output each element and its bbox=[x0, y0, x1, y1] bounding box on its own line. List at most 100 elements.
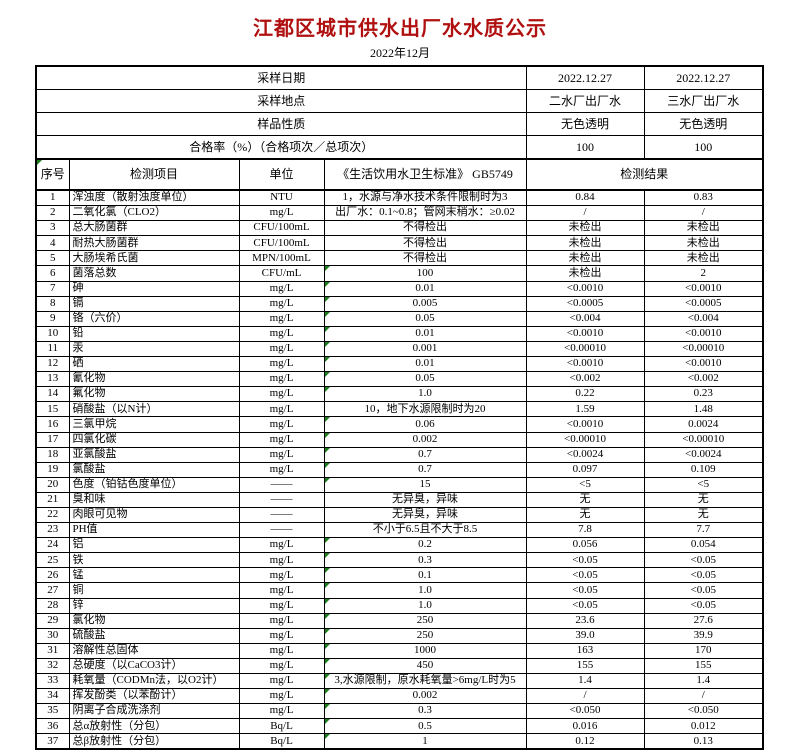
result-plant2: / bbox=[525, 688, 645, 705]
test-item: 氟化物 bbox=[68, 386, 240, 403]
excel-marker bbox=[325, 674, 330, 679]
unit: mg/L bbox=[238, 642, 325, 659]
standard-limit: 0.01 bbox=[323, 325, 527, 342]
result-plant2: <0.0010 bbox=[525, 356, 645, 373]
excel-marker bbox=[325, 282, 330, 287]
standard-limit: 0.002 bbox=[323, 431, 527, 448]
standard-limit-value: 0.05 bbox=[415, 372, 435, 385]
table-row: 17 四氯化碳 mg/L 0.002 <0.00010 <0.00010 bbox=[35, 431, 764, 448]
result-plant3: 未检出 bbox=[643, 250, 764, 267]
row-number: 9 bbox=[35, 310, 70, 327]
test-item: 大肠埃希氏菌 bbox=[68, 250, 240, 267]
test-item: 汞 bbox=[68, 340, 240, 358]
table-row: 3 总大肠菌群 CFU/100mL 不得检出 未检出 未检出 bbox=[35, 220, 764, 237]
result-plant3: <5 bbox=[643, 476, 764, 493]
excel-marker bbox=[325, 719, 330, 725]
col-header-item: 检测项目 bbox=[68, 158, 240, 191]
unit: mg/L bbox=[238, 552, 325, 569]
standard-limit-value: 1000 bbox=[414, 644, 436, 657]
standard-limit-value: 1，水源与净水技术条件限制时为3 bbox=[342, 191, 508, 204]
unit: mg/L bbox=[238, 386, 325, 403]
info-row: 样品性质 无色透明 无色透明 bbox=[35, 112, 764, 136]
unit: NTU bbox=[238, 189, 325, 207]
table-row: 30 硫酸盐 mg/L 250 39.0 39.9 bbox=[35, 627, 764, 644]
result-plant3: 0.0024 bbox=[643, 416, 764, 433]
standard-limit-value: 0.01 bbox=[415, 357, 435, 370]
excel-marker bbox=[325, 659, 330, 664]
table-row: 2 二氧化氯（CLO2） mg/L 出厂水：0.1~0.8；管网末稍水：≥0.02 // bbox=[35, 205, 764, 222]
excel-marker bbox=[325, 417, 330, 423]
excel-marker bbox=[325, 463, 330, 468]
standard-limit: 不得检出 bbox=[323, 220, 527, 237]
table-row: 4 耐热大肠菌群 CFU/100mL 不得检出 未检出 未检出 bbox=[35, 235, 764, 252]
test-item: 硒 bbox=[68, 356, 240, 373]
standard-limit: 450 bbox=[323, 657, 527, 675]
excel-marker bbox=[325, 568, 330, 574]
standard-limit-value: 15 bbox=[419, 478, 431, 491]
standard-limit-value: 1.0 bbox=[418, 598, 432, 611]
result-plant2: <0.05 bbox=[525, 582, 645, 599]
result-plant3: <0.0010 bbox=[643, 356, 764, 373]
standard-limit: 0.01 bbox=[323, 356, 527, 373]
col-header-unit: 单位 bbox=[238, 158, 325, 191]
results-section: 1 浑浊度（散射浊度单位） NTU 1，水源与净水技术条件限制时为3 0.84 0.83 2… bbox=[35, 189, 764, 750]
info-row: 采样日期 2022.12.27 2022.12.27 bbox=[35, 65, 764, 90]
standard-limit: 0.06 bbox=[323, 416, 527, 433]
result-plant2: 7.8 bbox=[525, 522, 645, 539]
sample-info-section: 采样日期 2022.12.27 2022.12.27 采样地点 二水厂出厂水 三水厂出厂水… bbox=[35, 65, 764, 160]
table-row: 29 氯化物 mg/L 250 23.6 27.6 bbox=[35, 612, 764, 629]
table-row: 33 耗氧量（CODMn法，以O2计） mg/L 3,水源限制，原水耗氧量>6mg/L… bbox=[35, 672, 764, 690]
test-item: 砷 bbox=[68, 280, 240, 297]
standard-limit-value: 0.7 bbox=[418, 462, 432, 475]
standard-limit: 0.5 bbox=[323, 718, 527, 735]
test-item: 二氧化氯（CLO2） bbox=[68, 205, 240, 222]
result-plant3: <0.004 bbox=[643, 310, 764, 327]
standard-limit: 0.7 bbox=[323, 461, 527, 478]
result-plant3: 39.9 bbox=[643, 627, 764, 644]
standard-limit: 不得检出 bbox=[323, 235, 527, 252]
water-quality-table: 采样日期 2022.12.27 2022.12.27 采样地点 二水厂出厂水 三水厂出厂水… bbox=[35, 65, 765, 750]
standard-limit-value: 250 bbox=[416, 628, 434, 641]
result-plant3: / bbox=[643, 688, 764, 705]
result-plant3: 7.7 bbox=[643, 522, 764, 539]
standard-limit: 无异臭，异味 bbox=[323, 506, 527, 524]
unit: mg/L bbox=[238, 401, 325, 418]
table-row: 11 汞 mg/L 0.001 <0.00010 <0.00010 bbox=[35, 340, 764, 358]
standard-limit: 不得检出 bbox=[323, 250, 527, 267]
standard-limit-value: 无异臭，异味 bbox=[392, 508, 458, 521]
table-row: 24 铝 mg/L 0.2 0.056 0.054 bbox=[35, 537, 764, 554]
test-item: 氯化物 bbox=[68, 612, 240, 629]
row-number: 10 bbox=[35, 325, 70, 342]
result-plant2: 0.056 bbox=[525, 537, 645, 554]
table-row: 31 溶解性总固体 mg/L 1000 163 170 bbox=[35, 642, 764, 659]
excel-marker bbox=[325, 644, 330, 649]
table-row: 5 大肠埃希氏菌 MPN/100mL 不得检出 未检出 未检出 bbox=[35, 250, 764, 267]
standard-limit: 10，地下水源限制时为20 bbox=[323, 401, 527, 418]
standard-limit: 1.0 bbox=[323, 386, 527, 403]
result-plant3: <0.05 bbox=[643, 552, 764, 569]
unit: mg/L bbox=[238, 280, 325, 297]
result-plant2: 无 bbox=[525, 506, 645, 524]
info-label: 采样日期 bbox=[35, 65, 527, 90]
standard-limit-value: 1 bbox=[422, 734, 428, 747]
unit: mg/L bbox=[238, 295, 325, 312]
info-value-plant2: 100 bbox=[525, 135, 645, 160]
standard-limit-value: 0.05 bbox=[415, 312, 435, 325]
result-plant2: <0.05 bbox=[525, 567, 645, 584]
result-plant2: <0.0010 bbox=[525, 280, 645, 297]
standard-limit: 1 bbox=[323, 733, 527, 750]
standard-limit: 0.2 bbox=[323, 537, 527, 554]
result-plant3: 0.012 bbox=[643, 718, 764, 735]
standard-limit-value: 0.2 bbox=[418, 538, 432, 551]
excel-marker bbox=[325, 599, 330, 604]
unit: mg/L bbox=[238, 416, 325, 433]
row-number: 17 bbox=[35, 431, 70, 448]
test-item: 镉 bbox=[68, 295, 240, 312]
water-quality-report: 江都区城市供水出厂水水质公示 2022年12月 采样日期 2022.12.27 20… bbox=[35, 18, 765, 750]
standard-limit: 15 bbox=[323, 476, 527, 493]
result-plant3: <0.00010 bbox=[643, 431, 764, 448]
result-plant2: <0.00010 bbox=[525, 340, 645, 358]
result-plant2: <0.00010 bbox=[525, 431, 645, 448]
table-row: 15 硝酸盐（以N计） mg/L 10，地下水源限制时为20 1.59 1.48 bbox=[35, 401, 764, 418]
result-plant2: / bbox=[525, 205, 645, 222]
